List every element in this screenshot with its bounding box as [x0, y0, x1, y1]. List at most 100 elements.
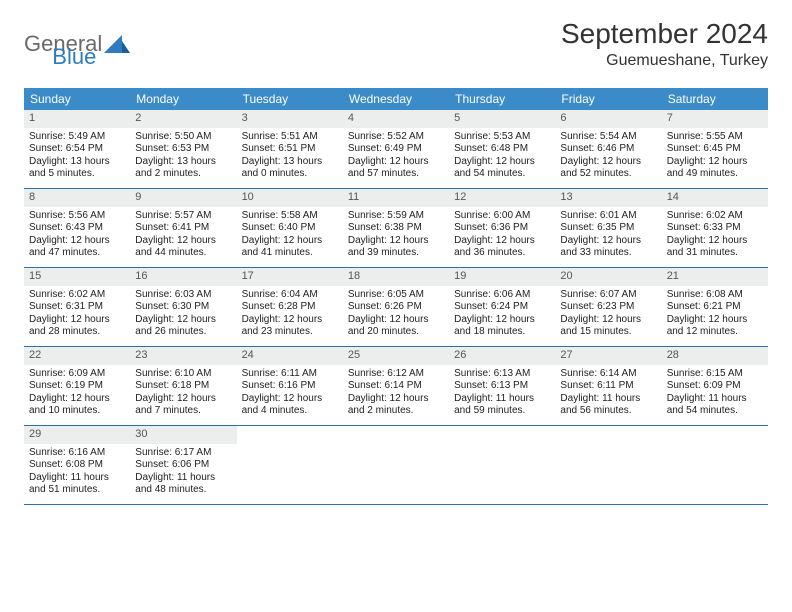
day-number: 24	[237, 347, 343, 365]
sunset-line: Sunset: 6:13 PM	[454, 380, 550, 393]
sunset-line: Sunset: 6:30 PM	[135, 301, 231, 314]
day-body: Sunrise: 5:49 AMSunset: 6:54 PMDaylight:…	[24, 128, 130, 186]
day-number: 2	[130, 110, 236, 128]
sunrise-line: Sunrise: 5:55 AM	[667, 131, 763, 144]
sunset-line: Sunset: 6:53 PM	[135, 143, 231, 156]
day-cell: 14Sunrise: 6:02 AMSunset: 6:33 PMDayligh…	[662, 189, 768, 267]
empty-cell	[237, 426, 343, 504]
day-cell: 13Sunrise: 6:01 AMSunset: 6:35 PMDayligh…	[555, 189, 661, 267]
daylight-line: Daylight: 12 hours and 41 minutes.	[242, 235, 338, 260]
sunset-line: Sunset: 6:43 PM	[29, 222, 125, 235]
day-cell: 8Sunrise: 5:56 AMSunset: 6:43 PMDaylight…	[24, 189, 130, 267]
daylight-line: Daylight: 12 hours and 20 minutes.	[348, 314, 444, 339]
day-number: 30	[130, 426, 236, 444]
sunset-line: Sunset: 6:18 PM	[135, 380, 231, 393]
day-number: 1	[24, 110, 130, 128]
day-body: Sunrise: 6:07 AMSunset: 6:23 PMDaylight:…	[555, 286, 661, 344]
day-number: 27	[555, 347, 661, 365]
weekday-header: Saturday	[662, 88, 768, 110]
day-number: 16	[130, 268, 236, 286]
sunrise-line: Sunrise: 6:13 AM	[454, 368, 550, 381]
day-number: 29	[24, 426, 130, 444]
day-cell: 30Sunrise: 6:17 AMSunset: 6:06 PMDayligh…	[130, 426, 236, 504]
sunset-line: Sunset: 6:08 PM	[29, 459, 125, 472]
day-number: 8	[24, 189, 130, 207]
sunrise-line: Sunrise: 6:09 AM	[29, 368, 125, 381]
sunrise-line: Sunrise: 5:58 AM	[242, 210, 338, 223]
day-cell: 17Sunrise: 6:04 AMSunset: 6:28 PMDayligh…	[237, 268, 343, 346]
logo: General Blue	[24, 18, 96, 70]
day-body: Sunrise: 6:02 AMSunset: 6:31 PMDaylight:…	[24, 286, 130, 344]
day-body: Sunrise: 5:57 AMSunset: 6:41 PMDaylight:…	[130, 207, 236, 265]
day-body: Sunrise: 6:11 AMSunset: 6:16 PMDaylight:…	[237, 365, 343, 423]
sunset-line: Sunset: 6:24 PM	[454, 301, 550, 314]
day-body: Sunrise: 5:56 AMSunset: 6:43 PMDaylight:…	[24, 207, 130, 265]
daylight-line: Daylight: 11 hours and 51 minutes.	[29, 472, 125, 497]
day-number: 7	[662, 110, 768, 128]
daylight-line: Daylight: 12 hours and 31 minutes.	[667, 235, 763, 260]
daylight-line: Daylight: 12 hours and 10 minutes.	[29, 393, 125, 418]
sunset-line: Sunset: 6:40 PM	[242, 222, 338, 235]
sunrise-line: Sunrise: 6:16 AM	[29, 447, 125, 460]
title-block: September 2024 Guemueshane, Turkey	[561, 18, 768, 70]
day-number: 3	[237, 110, 343, 128]
empty-cell	[343, 426, 449, 504]
daylight-line: Daylight: 12 hours and 36 minutes.	[454, 235, 550, 260]
day-body: Sunrise: 5:53 AMSunset: 6:48 PMDaylight:…	[449, 128, 555, 186]
weekday-header: Tuesday	[237, 88, 343, 110]
day-body: Sunrise: 6:04 AMSunset: 6:28 PMDaylight:…	[237, 286, 343, 344]
day-body: Sunrise: 6:15 AMSunset: 6:09 PMDaylight:…	[662, 365, 768, 423]
sunset-line: Sunset: 6:19 PM	[29, 380, 125, 393]
day-number: 22	[24, 347, 130, 365]
day-body: Sunrise: 6:08 AMSunset: 6:21 PMDaylight:…	[662, 286, 768, 344]
daylight-line: Daylight: 13 hours and 2 minutes.	[135, 156, 231, 181]
empty-cell	[662, 426, 768, 504]
sunset-line: Sunset: 6:16 PM	[242, 380, 338, 393]
sunrise-line: Sunrise: 5:54 AM	[560, 131, 656, 144]
sunrise-line: Sunrise: 5:53 AM	[454, 131, 550, 144]
day-body: Sunrise: 6:10 AMSunset: 6:18 PMDaylight:…	[130, 365, 236, 423]
daylight-line: Daylight: 12 hours and 12 minutes.	[667, 314, 763, 339]
day-body: Sunrise: 5:59 AMSunset: 6:38 PMDaylight:…	[343, 207, 449, 265]
sunrise-line: Sunrise: 6:01 AM	[560, 210, 656, 223]
sunrise-line: Sunrise: 6:14 AM	[560, 368, 656, 381]
day-number: 17	[237, 268, 343, 286]
sunrise-line: Sunrise: 6:15 AM	[667, 368, 763, 381]
week-row: 29 Sunrise: 6:16 AMSunset: 6:08 PMDayligh…	[24, 426, 768, 505]
day-cell: 20Sunrise: 6:07 AMSunset: 6:23 PMDayligh…	[555, 268, 661, 346]
sunset-line: Sunset: 6:45 PM	[667, 143, 763, 156]
calendar-page: General Blue September 2024 Guemueshane,…	[0, 0, 792, 523]
day-cell: 6Sunrise: 5:54 AMSunset: 6:46 PMDaylight…	[555, 110, 661, 188]
day-number: 23	[130, 347, 236, 365]
day-cell: 27Sunrise: 6:14 AMSunset: 6:11 PMDayligh…	[555, 347, 661, 425]
sunset-line: Sunset: 6:51 PM	[242, 143, 338, 156]
sunset-line: Sunset: 6:06 PM	[135, 459, 231, 472]
daylight-line: Daylight: 12 hours and 28 minutes.	[29, 314, 125, 339]
daylight-line: Daylight: 11 hours and 54 minutes.	[667, 393, 763, 418]
weekday-header: Sunday	[24, 88, 130, 110]
day-cell: 11Sunrise: 5:59 AMSunset: 6:38 PMDayligh…	[343, 189, 449, 267]
day-body: Sunrise: 6:03 AMSunset: 6:30 PMDaylight:…	[130, 286, 236, 344]
day-cell: 29 Sunrise: 6:16 AMSunset: 6:08 PMDayligh…	[24, 426, 130, 504]
logo-triangle-icon	[104, 35, 130, 53]
week-row: 15Sunrise: 6:02 AMSunset: 6:31 PMDayligh…	[24, 268, 768, 347]
weekday-header: Wednesday	[343, 88, 449, 110]
day-number: 9	[130, 189, 236, 207]
daylight-line: Daylight: 11 hours and 59 minutes.	[454, 393, 550, 418]
sunset-line: Sunset: 6:31 PM	[29, 301, 125, 314]
sunset-line: Sunset: 6:21 PM	[667, 301, 763, 314]
sunrise-line: Sunrise: 6:00 AM	[454, 210, 550, 223]
daylight-line: Daylight: 12 hours and 44 minutes.	[135, 235, 231, 260]
day-body: Sunrise: 6:13 AMSunset: 6:13 PMDaylight:…	[449, 365, 555, 423]
sunrise-line: Sunrise: 5:56 AM	[29, 210, 125, 223]
sunset-line: Sunset: 6:46 PM	[560, 143, 656, 156]
day-cell: 23Sunrise: 6:10 AMSunset: 6:18 PMDayligh…	[130, 347, 236, 425]
day-cell: 21Sunrise: 6:08 AMSunset: 6:21 PMDayligh…	[662, 268, 768, 346]
daylight-line: Daylight: 12 hours and 7 minutes.	[135, 393, 231, 418]
sunrise-line: Sunrise: 6:04 AM	[242, 289, 338, 302]
day-body: Sunrise: 6:05 AMSunset: 6:26 PMDaylight:…	[343, 286, 449, 344]
day-body: Sunrise: 6:12 AMSunset: 6:14 PMDaylight:…	[343, 365, 449, 423]
daylight-line: Daylight: 12 hours and 18 minutes.	[454, 314, 550, 339]
day-cell: 1Sunrise: 5:49 AMSunset: 6:54 PMDaylight…	[24, 110, 130, 188]
day-body: Sunrise: 6:14 AMSunset: 6:11 PMDaylight:…	[555, 365, 661, 423]
